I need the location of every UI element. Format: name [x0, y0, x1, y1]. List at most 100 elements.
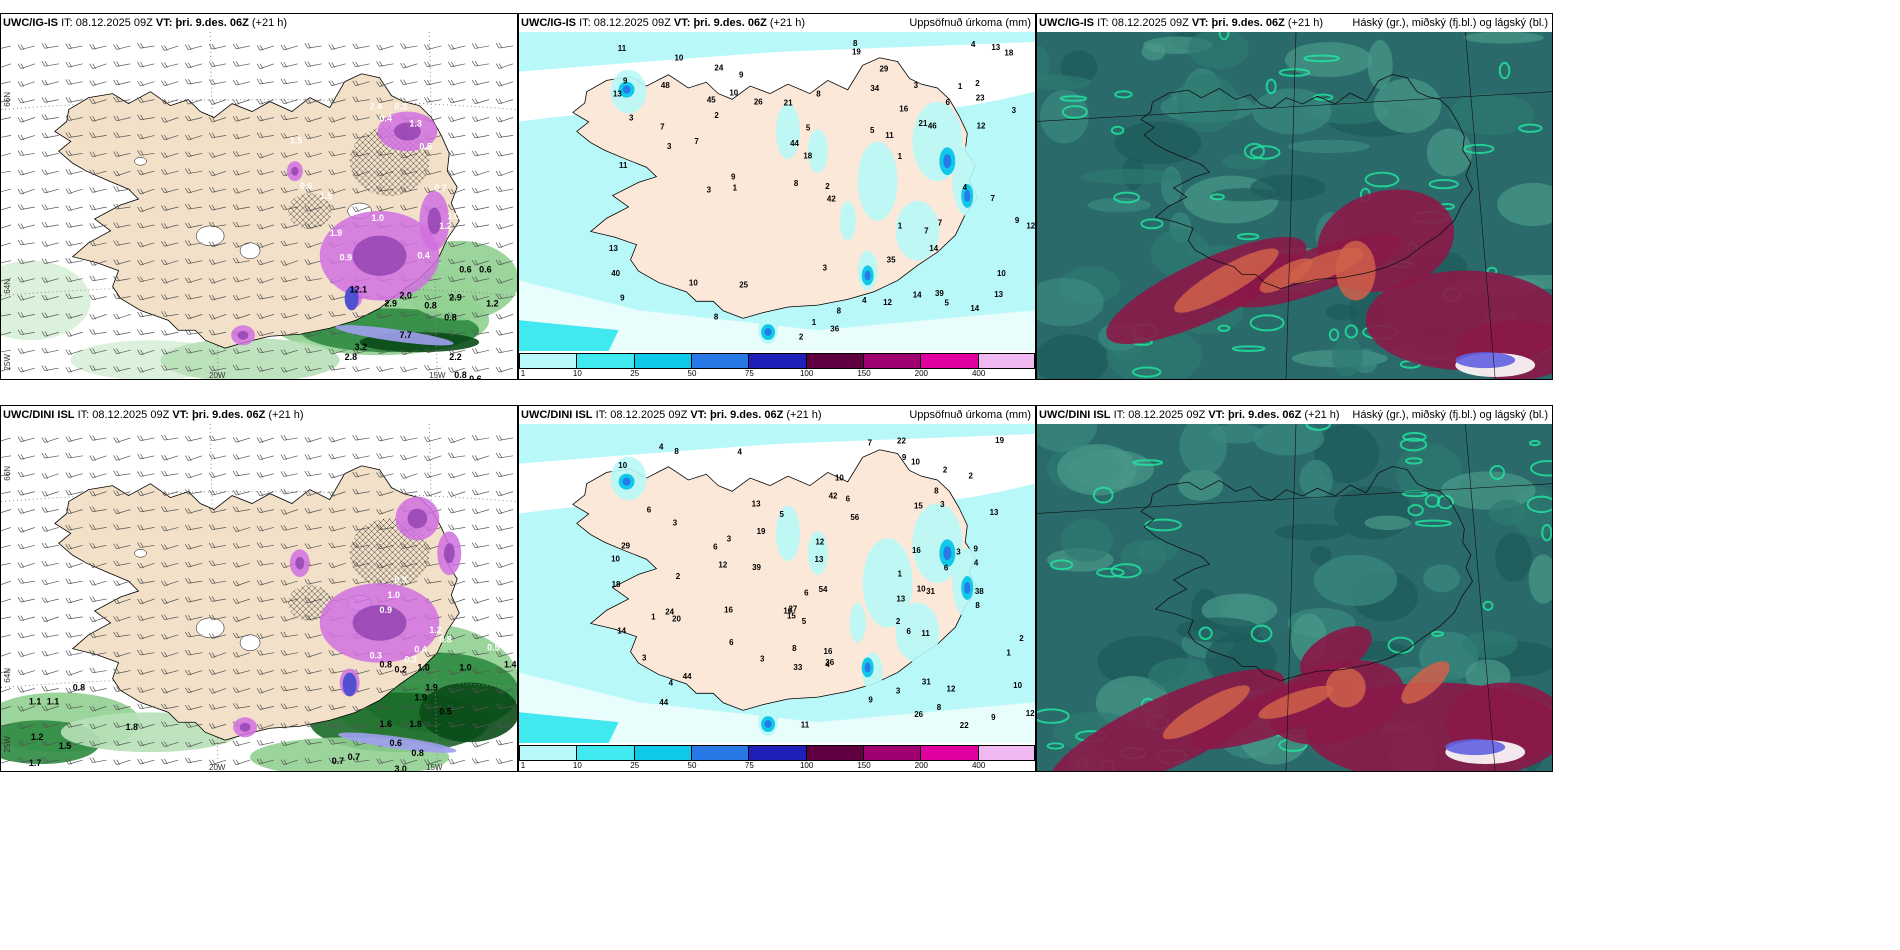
precip-value-label: 3: [667, 142, 672, 151]
wind-value-label: 1.6: [380, 719, 392, 729]
precip-value-label: 38: [975, 587, 984, 596]
precip-value-label: 1: [651, 612, 656, 621]
precip-value-label: 7: [694, 137, 699, 146]
wind-value-label: 0.3: [404, 655, 416, 665]
precip-value-label: 8: [816, 90, 821, 99]
wind-value-label: 0.8: [380, 660, 392, 670]
precip-value-label: 2: [896, 617, 901, 626]
wind-value-label: 1.0: [388, 590, 400, 600]
precip-value-label: 5: [802, 617, 807, 626]
precip-value-label: 6: [946, 98, 951, 107]
wind-value-label: 0.5: [419, 141, 431, 151]
panel-header: UWC/IG-IS IT: 08.12.2025 09Z VT: þri. 9.…: [1, 14, 517, 32]
precip-map-bottom: UWC/DINI ISL IT: 08.12.2025 09Z VT: þri.…: [518, 405, 1036, 772]
cloud-map-top: UWC/IG-IS IT: 08.12.2025 09Z VT: þri. 9.…: [1036, 13, 1553, 380]
precip-value-label: 29: [621, 542, 630, 551]
precip-value-label: 5: [945, 298, 950, 307]
wind-value-label: 1.2: [486, 298, 498, 308]
colorbar-tick: 50: [687, 761, 697, 770]
wind-value-label: 0.6: [300, 181, 312, 191]
precip-value-label: 11: [801, 720, 810, 729]
wind-value-label: 0.2: [394, 665, 406, 675]
precip-value-label: 2: [799, 332, 804, 341]
precip-value-label: 21: [784, 99, 793, 108]
precip-value-label: 14: [617, 627, 626, 636]
wind-value-label: 0.4: [414, 645, 426, 655]
precip-value-label: 3: [940, 500, 945, 509]
precip-value-label: 9: [868, 696, 873, 705]
precip-value-label: 2: [676, 572, 681, 581]
precip-value-label: 10: [917, 585, 926, 594]
precip-value-label: 5: [806, 123, 811, 132]
precip-value-label: 19: [995, 436, 1004, 445]
precip-value-label: 42: [827, 195, 836, 204]
colorbar-segment: [692, 353, 750, 369]
wind-value-label: 0.3: [394, 102, 406, 112]
precip-value-label: 8: [674, 447, 679, 456]
precip-value-label: 46: [928, 122, 937, 131]
wind-value-label: 0.8: [411, 748, 423, 758]
precip-value-label: 19: [852, 48, 861, 57]
precip-value-label: 26: [754, 98, 763, 107]
precip-value-label: 9: [1015, 216, 1020, 225]
precip-value-label: 25: [739, 280, 748, 289]
precip-value-label: 2: [969, 471, 974, 480]
precip-value-label: 3: [956, 548, 961, 557]
precip-value-label: 13: [752, 499, 761, 508]
precip-value-label: 6: [846, 494, 851, 503]
colorbar-segment: [520, 353, 578, 369]
wind-value-label: 1.5: [320, 191, 332, 201]
colorbar-tick: 25: [630, 761, 640, 770]
colorbar-tick: 150: [857, 761, 871, 770]
wind-value-label: 0.8: [73, 682, 85, 692]
precip-value-label: 21: [919, 119, 928, 128]
precip-value-label: 1: [898, 221, 903, 230]
precip-value-label: 6: [906, 627, 911, 636]
wind-value-label: 0.7: [348, 752, 360, 762]
lat-label: 64N: [3, 279, 12, 294]
precip-value-label: 26: [914, 710, 923, 719]
colorbar-tick: 50: [687, 369, 697, 378]
precip-value-label: 45: [707, 96, 716, 105]
wind-value-label: 1.0: [447, 211, 459, 221]
precip-value-label: 7: [938, 218, 943, 227]
precip-value-label: 9: [974, 545, 979, 554]
colorbar-tick: 10: [572, 761, 582, 770]
precip-value-label: 12: [883, 298, 892, 307]
precip-value-label: 14: [929, 244, 938, 253]
wind-value-label: 3.0: [394, 764, 406, 771]
precip-value-label: 24: [714, 63, 723, 72]
wind-value-label: 12.1: [350, 285, 367, 295]
precip-value-label: 9: [731, 173, 736, 182]
precip-value-label: 44: [790, 139, 799, 148]
precip-value-label: 5: [870, 126, 875, 135]
wind-value-label: 0.9: [380, 605, 392, 615]
colorbar-tick: 100: [799, 761, 814, 770]
precip-value-label: 11: [619, 161, 628, 170]
colorbar-tick: 200: [914, 761, 929, 770]
colorbar-segment: [749, 353, 807, 369]
wind-value-label: 2.0: [399, 290, 411, 300]
wind-value-label: 1.7: [29, 758, 41, 768]
panel-header: UWC/IG-IS IT: 08.12.2025 09Z VT: þri. 9.…: [1037, 14, 1552, 32]
precip-value-label: 22: [897, 437, 906, 446]
wind-value-label: 0.8: [444, 312, 456, 322]
wind-value-label: 0.7: [434, 183, 446, 193]
precip-value-label: 7: [868, 439, 873, 448]
panel-header: UWC/DINI ISL IT: 08.12.2025 09Z VT: þri.…: [1037, 406, 1552, 424]
precip-value-label: 31: [922, 678, 931, 687]
colorbar-segment: [806, 353, 864, 369]
precip-value-label: 35: [887, 256, 896, 265]
wind-value-label: 1.3: [409, 118, 421, 128]
wind-value-label: 2.4: [370, 102, 382, 112]
precip-value-label: 9: [902, 453, 907, 462]
precip-value-label: 8: [794, 179, 799, 188]
colorbar-tick: 200: [914, 369, 929, 378]
wind-value-label: 1.9: [425, 682, 437, 692]
precip-value-label: 10: [1013, 681, 1022, 690]
wind-value-label: 0.7: [332, 756, 344, 766]
wind-value-label: 0.5: [487, 643, 499, 653]
precip-value-label: 13: [609, 244, 618, 253]
precip-value-label: 7: [990, 194, 995, 203]
wind-value-label: 1.5: [290, 135, 302, 145]
